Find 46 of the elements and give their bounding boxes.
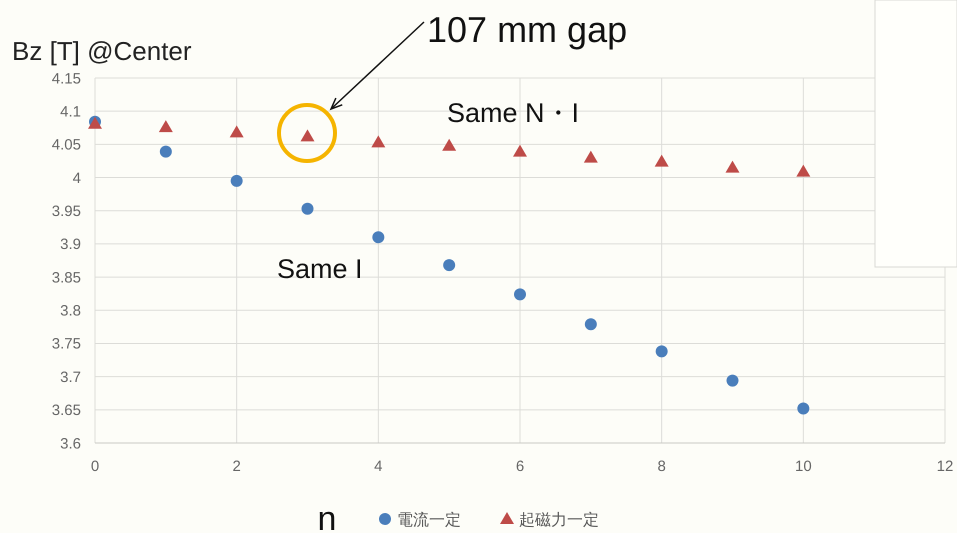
point (230, 125, 244, 138)
y-tick-label: 3.65 (52, 402, 81, 420)
y-tick-label: 3.85 (52, 269, 81, 286)
y-tick-label: 3.75 (52, 336, 81, 353)
annotation: Same N・I (447, 98, 580, 128)
y-tick-label: 4.1 (60, 103, 81, 120)
point (442, 138, 456, 151)
legend-label: 起磁力一定 (519, 511, 599, 529)
point (726, 374, 738, 387)
x-tick-label: 4 (374, 458, 383, 475)
point (443, 259, 456, 272)
x-axis-title: n (318, 500, 336, 533)
y-tick-label: 3.6 (60, 435, 81, 452)
y-tick-label: 4.05 (52, 136, 81, 154)
point (372, 231, 384, 244)
y-tick-label: 3.7 (60, 368, 81, 386)
point (302, 202, 314, 215)
x-tick-label: 2 (232, 458, 241, 475)
y-tick-label: 3.9 (60, 236, 81, 254)
point (584, 318, 597, 330)
point (654, 154, 669, 167)
point (160, 146, 172, 158)
point (230, 174, 243, 187)
point (656, 345, 668, 358)
y-axis-title: Bz [T] @Center (12, 36, 192, 66)
annotation: Same I (277, 254, 363, 284)
point (514, 288, 526, 300)
point (726, 160, 740, 173)
point (371, 135, 386, 148)
text: 107 mm gap (427, 9, 628, 50)
x-tick-label: 6 (516, 458, 524, 475)
y-tick-label: 4.15 (52, 70, 81, 88)
point (584, 150, 598, 163)
point (513, 144, 527, 157)
x-tick-label: 10 (794, 458, 812, 475)
point (158, 120, 173, 132)
point (300, 129, 314, 142)
y-tick-label: 3.8 (60, 302, 81, 320)
point (797, 402, 810, 414)
legend-label: 電流一定 (397, 511, 461, 529)
y-tick-label: 3.95 (52, 202, 81, 220)
x-tick-label: 12 (936, 458, 954, 475)
y-tick-label: 4 (72, 170, 81, 187)
x-tick-label: 0 (90, 458, 100, 475)
x-tick-label: 8 (657, 458, 666, 475)
point (796, 164, 810, 177)
